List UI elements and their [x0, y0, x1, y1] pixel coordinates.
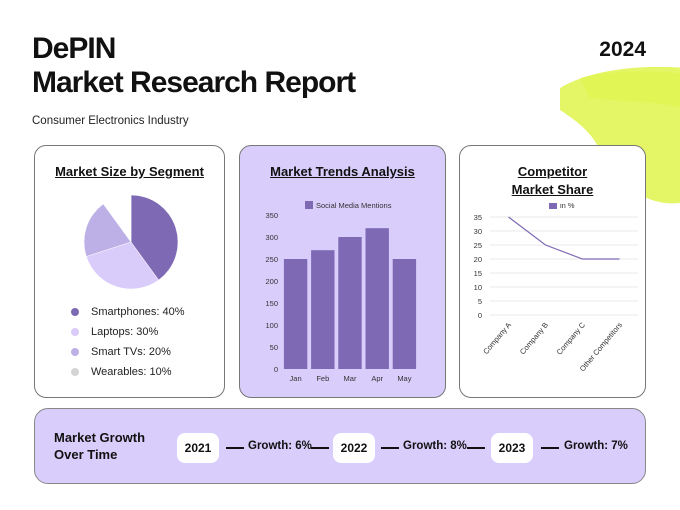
legend-swatch	[549, 203, 557, 209]
growth-label-2023: Growth: 7%	[564, 440, 628, 452]
year-pill-2021: 2021	[177, 433, 219, 463]
y-tick-label: 250	[265, 255, 278, 264]
series-line	[508, 216, 620, 260]
market-size-title: Market Size by Segment	[55, 164, 204, 179]
y-tick-label: 100	[265, 321, 278, 330]
market-growth-title: Market Growth Over Time	[54, 430, 146, 462]
bar-mar	[338, 237, 362, 369]
legend-label: Smartphones: 40%	[91, 306, 185, 318]
x-tick-label: Company A	[481, 321, 513, 356]
competitor-title-line2: Market Share	[511, 182, 594, 197]
y-tick-label: 0	[478, 311, 482, 320]
competitor-share-card: Competitor Market Share 0 5 10 15 20 25 30 35 Co…	[459, 145, 646, 398]
y-tick-label: 350	[265, 211, 278, 220]
market-size-card: Market Size by Segment Smartphones: 40% L…	[34, 145, 225, 398]
legend-label: in %	[560, 203, 575, 210]
bar-may	[392, 259, 417, 369]
lime-brush-swash	[560, 66, 680, 204]
legend-swatch	[71, 368, 79, 376]
legend-swatch	[71, 348, 79, 356]
legend-label: Social Media Mentions	[316, 201, 392, 210]
bar-feb	[311, 250, 335, 369]
legend-item: Wearables: 10%	[71, 366, 172, 378]
x-tick-label: Company B	[518, 321, 550, 357]
y-tick-label: 5	[478, 297, 482, 306]
legend-swatch	[71, 328, 79, 336]
market-trends-card: Market Trends Analysis 0 50 100 150 200 250 30…	[239, 145, 446, 398]
report-title-line1: DePIN	[32, 32, 116, 65]
competitor-title-line1: Competitor	[517, 164, 588, 179]
y-tick-label: 150	[265, 299, 278, 308]
y-tick-label: 50	[270, 343, 278, 352]
timeline-connector	[541, 447, 559, 449]
x-tick-label: Apr	[371, 374, 383, 383]
pie-slice-wearables	[103, 194, 132, 243]
year-pill-2023: 2023	[491, 433, 533, 463]
market-growth-panel: Market Growth Over Time 2021 Growth: 6% …	[34, 408, 646, 484]
legend-item: Smartphones: 40%	[71, 306, 185, 318]
growth-label-2021: Growth: 6%	[248, 440, 312, 452]
x-tick-label: Company C	[555, 320, 588, 357]
timeline-connector	[226, 447, 244, 449]
report-subtitle: Consumer Electronics Industry	[32, 115, 189, 127]
pie-slice-smartphones	[130, 194, 179, 281]
report-year: 2024	[599, 38, 646, 61]
bar-apr	[365, 228, 389, 369]
y-tick-label: 300	[265, 233, 278, 242]
y-tick-label: 30	[474, 227, 482, 236]
bar-jan	[283, 259, 308, 369]
legend-swatch	[71, 308, 79, 316]
y-tick-label: 0	[274, 365, 278, 374]
legend-label: Wearables: 10%	[91, 366, 172, 378]
pie-slice-laptops	[85, 241, 159, 290]
y-tick-label: 25	[474, 241, 482, 250]
market-trends-bar-chart: 0 50 100 150 200 250 300 350 Jan Feb Mar Apr May Soci…	[265, 201, 417, 383]
market-size-pie-chart	[83, 194, 179, 290]
legend-label: Smart TVs: 20%	[91, 346, 171, 358]
year-pill-2022: 2022	[333, 433, 375, 463]
y-tick-label: 10	[474, 283, 482, 292]
report-title-line2: Market Research Report	[32, 66, 356, 99]
y-tick-label: 15	[474, 269, 482, 278]
timeline-connector	[467, 447, 485, 449]
legend-swatch	[305, 201, 313, 209]
y-tick-label: 200	[265, 277, 278, 286]
x-tick-label: May	[397, 374, 411, 383]
legend-label: Laptops: 30%	[91, 326, 159, 338]
timeline-connector	[311, 447, 329, 449]
market-trends-title: Market Trends Analysis	[270, 164, 415, 179]
growth-label-2022: Growth: 8%	[403, 440, 467, 452]
x-tick-label: Feb	[316, 374, 329, 383]
timeline-connector	[381, 447, 399, 449]
x-tick-label: Mar	[344, 374, 357, 383]
x-tick-label: Jan	[290, 374, 302, 383]
pie-slice-smart-tvs	[83, 203, 132, 257]
competitor-share-line-chart: 0 5 10 15 20 25 30 35 Company A Company B Company …	[474, 203, 638, 373]
legend-item: Smart TVs: 20%	[71, 346, 171, 358]
y-tick-label: 35	[474, 213, 482, 222]
legend-item: Laptops: 30%	[71, 326, 158, 338]
y-tick-label: 20	[474, 255, 482, 264]
